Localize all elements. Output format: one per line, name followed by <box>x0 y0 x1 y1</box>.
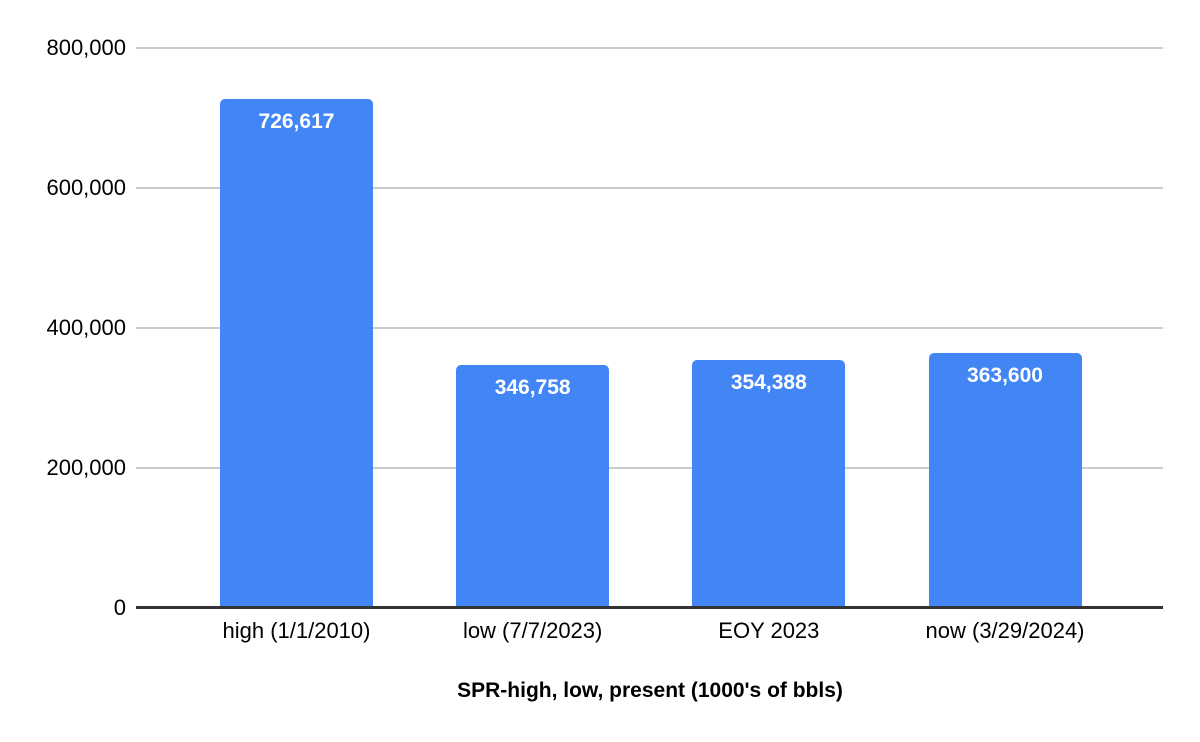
gridline <box>136 327 1163 329</box>
bar-value-label: 363,600 <box>967 364 1043 388</box>
x-tick-label: high (1/1/2010) <box>222 618 371 643</box>
x-tick-label: now (3/29/2024) <box>925 618 1085 643</box>
x-tick-label: EOY 2023 <box>718 618 820 643</box>
bar <box>456 365 610 608</box>
bar-value-label: 726,617 <box>258 110 335 134</box>
chart-title: SPR-high, low, present (1000's of bbls) <box>457 679 843 702</box>
y-tick-label: 600,000 <box>46 175 126 200</box>
y-tick-label: 400,000 <box>46 315 126 340</box>
bar <box>219 99 373 608</box>
x-tick-label: low (7/7/2023) <box>462 618 603 643</box>
y-tick-label: 0 <box>113 595 126 620</box>
bar <box>692 359 846 608</box>
bar <box>928 353 1082 608</box>
gridline <box>136 47 1163 49</box>
gridline <box>136 187 1163 189</box>
y-tick-label: 200,000 <box>46 455 126 480</box>
y-tick-label: 800,000 <box>46 35 126 60</box>
bar-value-label: 346,758 <box>494 376 571 400</box>
x-axis-line <box>136 606 1163 609</box>
gridline <box>136 467 1163 469</box>
bar-value-label: 354,388 <box>730 370 807 394</box>
